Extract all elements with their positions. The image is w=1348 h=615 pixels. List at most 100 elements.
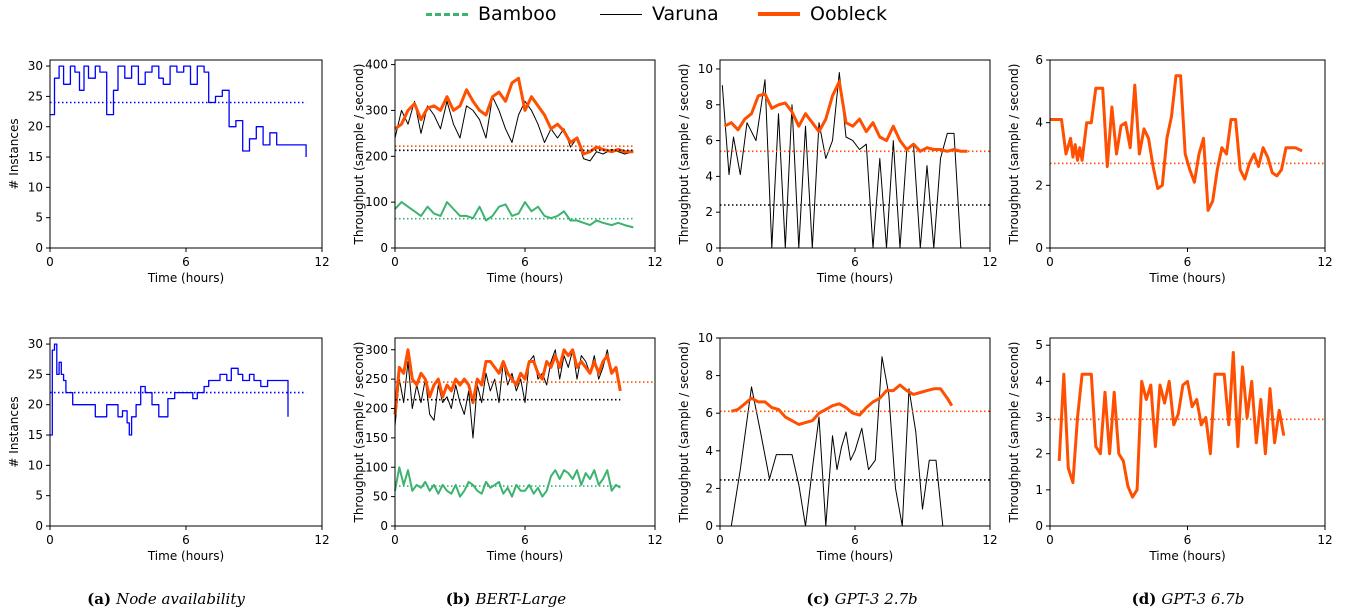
x-tick-label-d-bot-12: 12 — [1317, 533, 1332, 547]
chart-c-bot: 0 6 12 0 2 4 6 8 10 Time (hours) Throughput (sampl… — [677, 331, 998, 563]
x-tick-label-d-top-6: 6 — [1184, 255, 1192, 269]
y-tick-label-b-bot-300: 300 — [365, 343, 388, 357]
caption-d-tag: (d) — [1131, 590, 1157, 608]
y-tick-label-a-top-5: 5 — [35, 211, 43, 225]
y-tick-label-a-top-25: 25 — [28, 89, 43, 103]
x-tick-label-b-bot-12: 12 — [647, 533, 662, 547]
series-bamboo-b-top — [394, 201, 634, 229]
y-axis-label-b-bot: Throughput (sample / second) — [352, 342, 366, 524]
x-tick-label-a-top-12: 12 — [314, 255, 329, 269]
x-tick-label-d-top-0: 0 — [1046, 255, 1054, 269]
y-axis-label-c-bot: Throughput (sample / second) — [677, 342, 691, 524]
y-tick-label-c-top-0: 0 — [705, 241, 713, 255]
y-tick-label-c-bot-4: 4 — [705, 444, 713, 458]
caption-c: (c) GPT-3 2.7b — [732, 590, 992, 608]
x-tick-label-b-bot-0: 0 — [391, 533, 399, 547]
series-oobleck-b-top — [394, 76, 634, 156]
x-axis-label-b-bot: Time (hours) — [486, 549, 563, 563]
y-tick-label-d-top-0: 0 — [1035, 241, 1043, 255]
y-tick-label-b-bot-150: 150 — [365, 431, 388, 445]
caption-a-text: Node availability — [116, 590, 245, 608]
series-varuna-c-bot — [730, 356, 950, 527]
y-tick-label-b-bot-100: 100 — [365, 460, 388, 474]
y-tick-label-a-bot-0: 0 — [35, 519, 43, 533]
x-tick-label-c-bot-6: 6 — [851, 533, 859, 547]
x-tick-label-a-top-6: 6 — [182, 255, 190, 269]
y-tick-label-c-bot-0: 0 — [705, 519, 713, 533]
legend-label-oobleck: Oobleck — [810, 3, 888, 25]
series-oobleck-c-bot — [730, 383, 954, 426]
axes-frame-a-bot — [49, 337, 323, 527]
y-tick-label-d-bot-5: 5 — [1035, 338, 1043, 352]
y-tick-label-c-top-10: 10 — [698, 62, 713, 76]
x-tick-label-c-bot-0: 0 — [716, 533, 724, 547]
series-oobleck-b-bot — [393, 348, 622, 415]
series-oobleck-d-bot — [1057, 351, 1286, 499]
chart-b-top: 0 6 12 0 100 200 300 400 Time (hours) Throughput … — [352, 58, 663, 285]
caption-a: (a) Node availability — [36, 590, 296, 608]
series-bamboo-b-bot — [394, 466, 621, 498]
y-tick-label-d-top-2: 2 — [1035, 178, 1043, 192]
y-tick-label-d-top-6: 6 — [1035, 53, 1043, 67]
legend-item-varuna: Varuna — [600, 3, 719, 25]
series-oobleck-c-top — [723, 80, 968, 153]
x-axis-label-c-top: Time (hours) — [816, 271, 893, 285]
y-tick-label-a-top-15: 15 — [28, 150, 43, 164]
y-tick-label-b-bot-200: 200 — [365, 402, 388, 416]
y-tick-label-d-bot-1: 1 — [1035, 483, 1043, 497]
chart-d-top: 0 6 12 0 2 4 6 Time (hours) Throughput (sample /… — [1007, 53, 1333, 285]
y-tick-label-c-bot-6: 6 — [705, 406, 713, 420]
caption-c-text: GPT-3 2.7b — [834, 590, 918, 608]
caption-b-tag: (b) — [445, 590, 471, 608]
caption-a-tag: (a) — [87, 590, 112, 608]
x-tick-label-a-bot-0: 0 — [46, 533, 54, 547]
y-tick-label-a-top-0: 0 — [35, 241, 43, 255]
y-tick-label-c-top-4: 4 — [705, 169, 713, 183]
axes-frame-a-top — [49, 59, 323, 249]
y-tick-label-a-top-30: 30 — [28, 59, 43, 73]
x-axis-label-a-bot: Time (hours) — [147, 549, 224, 563]
y-tick-label-b-bot-50: 50 — [373, 490, 388, 504]
y-tick-label-a-bot-5: 5 — [35, 489, 43, 503]
x-tick-label-c-top-12: 12 — [982, 255, 997, 269]
y-tick-label-c-top-8: 8 — [705, 98, 713, 112]
chart-a-bot: 0 6 12 0 5 10 15 20 25 30 Time (hours) # Instances — [7, 337, 330, 563]
y-tick-label-b-top-300: 300 — [365, 103, 388, 117]
y-tick-label-a-bot-20: 20 — [28, 398, 43, 412]
y-axis-label-c-top: Throughput (sample / second) — [677, 64, 691, 246]
y-axis-label-d-top: Throughput (sample / second) — [1007, 64, 1021, 246]
x-tick-label-a-bot-6: 6 — [182, 533, 190, 547]
axes-frame-b-top — [394, 59, 656, 249]
legend-item-bamboo: Bamboo — [426, 3, 557, 25]
figure-legend: Bamboo Varuna Oobleck — [0, 0, 1348, 30]
series-oobleck-d-top — [1050, 74, 1303, 212]
y-tick-label-c-top-6: 6 — [705, 134, 713, 148]
x-tick-label-b-top-6: 6 — [521, 255, 529, 269]
y-tick-label-c-bot-10: 10 — [698, 331, 713, 345]
caption-c-tag: (c) — [806, 590, 830, 608]
y-tick-label-b-top-100: 100 — [365, 195, 388, 209]
y-axis-label-d-bot: Throughput (sample / second) — [1007, 342, 1021, 524]
y-tick-label-c-bot-2: 2 — [705, 481, 713, 495]
y-tick-label-a-bot-15: 15 — [28, 428, 43, 442]
caption-d: (d) GPT-3 6.7b — [1058, 590, 1318, 608]
y-tick-label-b-top-200: 200 — [365, 149, 388, 163]
x-tick-label-c-bot-12: 12 — [982, 533, 997, 547]
axes-frame-c-top — [719, 59, 991, 249]
x-axis-label-c-bot: Time (hours) — [816, 549, 893, 563]
chart-a-top: 0 6 12 0 5 10 15 20 25 30 Time (hours) # Instances — [7, 59, 330, 285]
y-tick-label-a-bot-10: 10 — [28, 458, 43, 472]
y-tick-label-c-bot-8: 8 — [705, 369, 713, 383]
legend-label-bamboo: Bamboo — [478, 3, 557, 25]
x-tick-label-b-bot-6: 6 — [521, 533, 529, 547]
legend-swatch-oobleck — [758, 12, 800, 16]
y-tick-label-a-top-10: 10 — [28, 180, 43, 194]
legend-swatch-bamboo — [426, 12, 468, 16]
x-axis-label-d-bot: Time (hours) — [1148, 549, 1225, 563]
series-instances-a-bot — [50, 343, 289, 436]
series-varuna-b-bot — [394, 349, 621, 439]
y-tick-label-b-top-0: 0 — [380, 241, 388, 255]
x-tick-label-a-bot-12: 12 — [314, 533, 329, 547]
y-tick-label-a-bot-25: 25 — [28, 367, 43, 381]
